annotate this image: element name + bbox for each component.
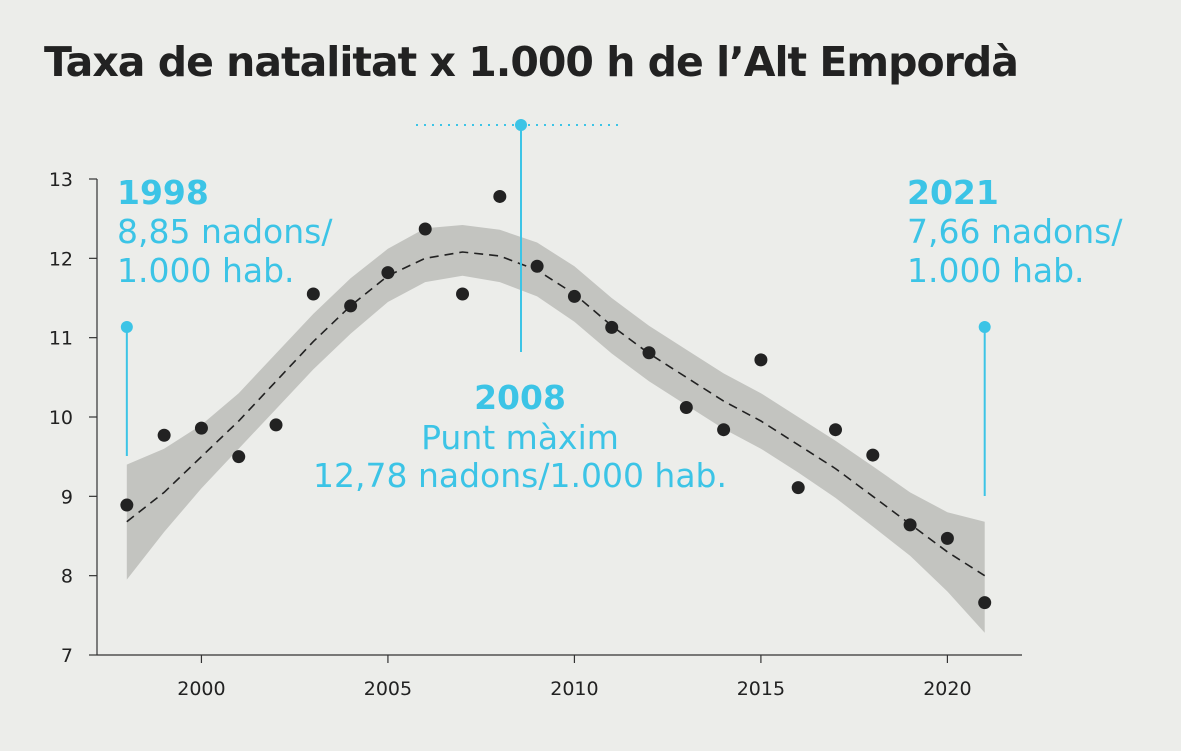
data-point-2017 bbox=[829, 423, 843, 437]
data-point-2001 bbox=[232, 450, 246, 464]
chart-title: Taxa de natalitat x 1.000 h de l’Alt Emp… bbox=[44, 38, 1019, 86]
y-tick-label-12: 12 bbox=[49, 248, 73, 270]
annotation-text-1998-line2: 1.000 hab. bbox=[117, 251, 295, 290]
annotation-year-2008: 2008 bbox=[474, 378, 566, 417]
data-point-2016 bbox=[791, 481, 805, 495]
annotation-year-2021: 2021 bbox=[907, 173, 999, 212]
data-point-2004 bbox=[344, 299, 358, 313]
data-point-2006 bbox=[418, 222, 432, 236]
data-point-2003 bbox=[306, 287, 320, 301]
data-point-2012 bbox=[642, 346, 656, 360]
data-point-2009 bbox=[530, 259, 544, 273]
leader-dot-1998 bbox=[120, 321, 133, 333]
x-tick-label-2010: 2010 bbox=[550, 678, 598, 700]
y-tick-label-10: 10 bbox=[49, 407, 73, 429]
data-point-2020 bbox=[940, 531, 954, 545]
annotation-text-2008-line2: 12,78 nadons/1.000 hab. bbox=[313, 456, 727, 495]
data-point-2014 bbox=[717, 423, 731, 437]
x-tick-label-2015: 2015 bbox=[737, 678, 785, 700]
data-point-2002 bbox=[269, 418, 283, 432]
x-tick-label-2020: 2020 bbox=[923, 678, 971, 700]
data-points bbox=[120, 189, 992, 610]
data-point-2018 bbox=[866, 448, 880, 462]
annotation-text-2008-line1: Punt màxim bbox=[421, 418, 619, 457]
annotation-year-1998: 1998 bbox=[117, 173, 209, 212]
data-point-2011 bbox=[605, 320, 619, 334]
confidence-band bbox=[126, 225, 985, 633]
axes: 7 8 9 10 11 12 13 2000 2005 2010 2015 2020 bbox=[49, 169, 1022, 700]
y-tick-label-9: 9 bbox=[61, 486, 73, 508]
x-tick-label-2005: 2005 bbox=[364, 678, 412, 700]
x-tick-label-2000: 2000 bbox=[177, 678, 225, 700]
data-point-2013 bbox=[679, 400, 693, 414]
confidence-band-layer bbox=[126, 225, 985, 633]
trend-line-layer bbox=[126, 251, 986, 577]
y-tick-label-8: 8 bbox=[61, 566, 73, 588]
data-point-2008 bbox=[493, 189, 507, 203]
annotation-text-2021-line1: 7,66 nadons/ bbox=[907, 212, 1123, 251]
data-point-2015 bbox=[754, 353, 768, 367]
data-point-1998 bbox=[120, 498, 134, 512]
annotation-text-1998-line1: 8,85 nadons/ bbox=[117, 212, 333, 251]
annotation-text-2021-line2: 1.000 hab. bbox=[907, 251, 1085, 290]
data-point-2010 bbox=[567, 289, 581, 303]
data-point-2005 bbox=[381, 266, 395, 280]
data-point-2021 bbox=[978, 596, 992, 610]
y-tick-label-11: 11 bbox=[49, 328, 73, 350]
trend-line bbox=[126, 251, 986, 577]
data-point-1999 bbox=[157, 428, 171, 442]
leader-dot-2021 bbox=[978, 321, 991, 333]
data-point-2007 bbox=[456, 287, 470, 301]
data-point-2000 bbox=[194, 421, 208, 435]
y-tick-label-13: 13 bbox=[49, 169, 73, 191]
y-tick-label-7: 7 bbox=[61, 645, 73, 667]
data-point-2019 bbox=[903, 518, 917, 532]
